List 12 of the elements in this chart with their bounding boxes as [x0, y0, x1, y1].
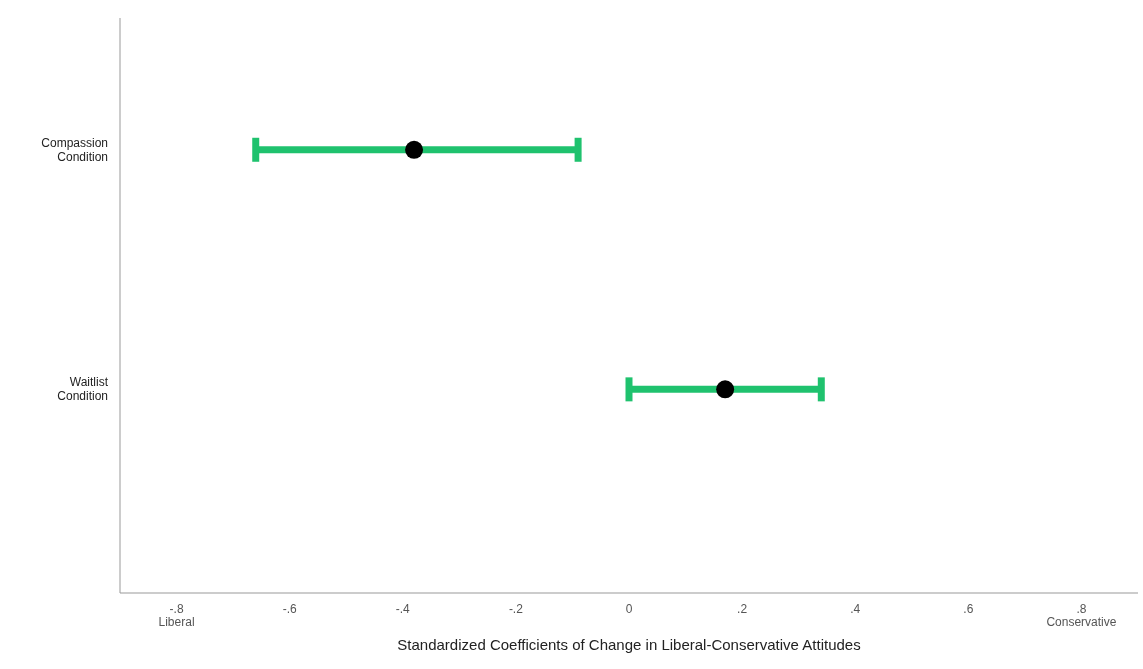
- x-tick-label: -.4: [395, 602, 411, 616]
- x-tick-label: -.2: [508, 602, 524, 616]
- x-tick-label: .2: [737, 602, 748, 616]
- x-axis-title: Standardized Coefficients of Change in Liberal-Conservative Attitudes: [397, 636, 861, 653]
- y-tick-label: Compassion Condition: [41, 135, 108, 164]
- x-tick-label: -.6: [282, 602, 297, 616]
- x-tick-label: 0: [625, 602, 633, 616]
- x-tick-label: -.8 Liberal: [158, 602, 195, 629]
- x-tick-label: .8 Conservative: [1046, 602, 1117, 629]
- x-tick-label: .6: [963, 602, 974, 616]
- x-tick-label: .4: [850, 602, 861, 616]
- y-tick-label: Waitlist Condition: [57, 375, 109, 404]
